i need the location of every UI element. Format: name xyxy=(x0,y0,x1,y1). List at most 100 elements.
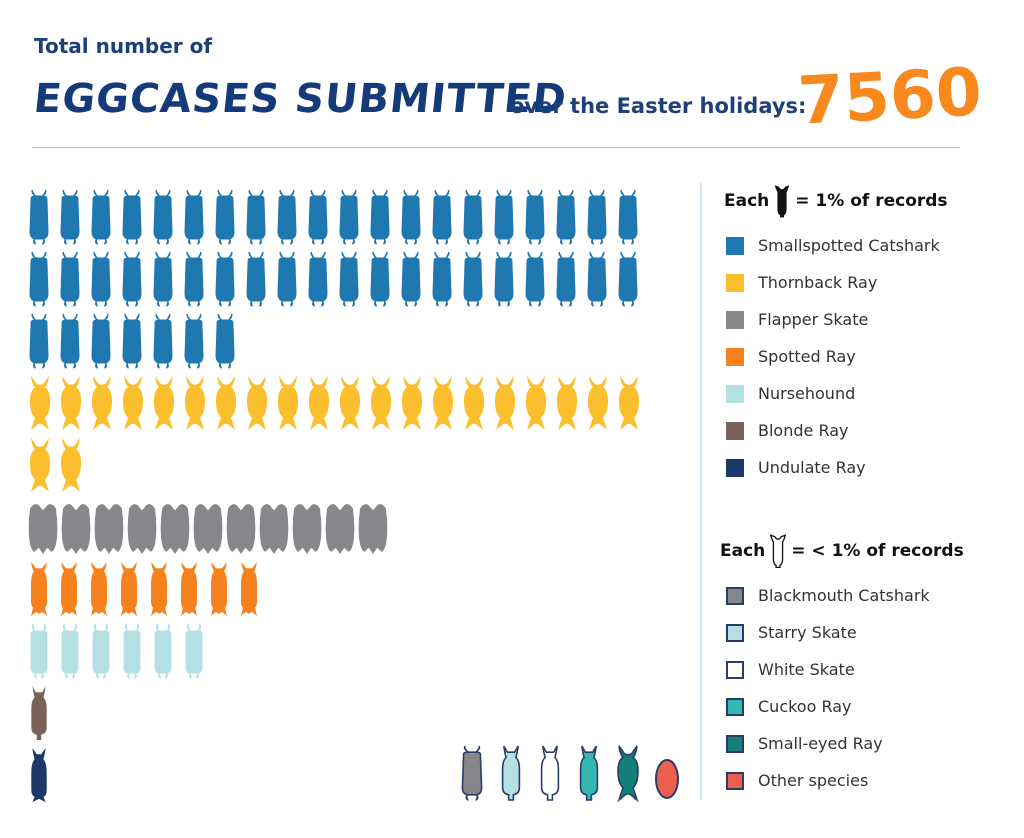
eggcase-icon xyxy=(123,314,141,368)
legend-major-list: Smallspotted Catshark Thornback Ray Flappe… xyxy=(726,227,940,486)
eggcase-icon xyxy=(123,252,141,306)
eggcase-icon xyxy=(247,376,267,430)
eggcase-icon xyxy=(371,252,389,306)
legend-minor-list: Blackmouth Catshark Starry Skate White Ska… xyxy=(726,577,930,799)
total-count: 7560 xyxy=(796,53,984,140)
eggcase-icon xyxy=(127,504,157,554)
eggcase-icon xyxy=(181,562,197,616)
legend-label: Starry Skate xyxy=(758,623,857,642)
eggcase-icon xyxy=(462,746,481,800)
eggcase-pictogram xyxy=(28,0,679,838)
eggcase-icon xyxy=(61,438,81,492)
legend-major-title-after: = 1% of records xyxy=(795,191,948,211)
eggcase-icon xyxy=(619,190,637,244)
eggcase-icon xyxy=(325,504,355,554)
eggcase-icon xyxy=(216,376,236,430)
eggcase-icon xyxy=(123,376,143,430)
eggcase-icon xyxy=(160,504,190,554)
legend-swatch xyxy=(726,347,744,366)
eggcase-icon xyxy=(402,376,422,430)
legend-label: Blackmouth Catshark xyxy=(758,586,930,605)
eggcase-icon xyxy=(94,504,124,554)
eggcase-icon xyxy=(495,376,515,430)
eggcase-icon xyxy=(247,252,265,306)
eggcase-icon xyxy=(193,504,223,554)
eggcase-icon xyxy=(31,624,46,678)
eggcase-icon xyxy=(402,190,420,244)
eggcase-icon xyxy=(30,190,48,244)
legend-minor-title-before: Each xyxy=(720,541,766,561)
legend-item: Blonde Ray xyxy=(726,412,940,449)
eggcase-icon xyxy=(216,190,234,244)
eggcase-icon xyxy=(185,314,203,368)
legend-swatch xyxy=(726,384,744,403)
eggcase-icon xyxy=(226,504,256,554)
eggcase-icon xyxy=(185,252,203,306)
eggcase-icon xyxy=(340,252,358,306)
header-title-row: EGGCASES SUBMITTED over the Easter holid… xyxy=(32,53,994,140)
legend-swatch xyxy=(726,458,744,477)
eggcase-icon xyxy=(655,759,679,799)
legend-label: Thornback Ray xyxy=(758,273,878,292)
eggcase-icon xyxy=(31,562,47,616)
eggcase-icon xyxy=(61,504,91,554)
eggcase-icon xyxy=(526,252,544,306)
header-subtitle: over the Easter holidays: xyxy=(510,94,807,118)
eggcase-icon xyxy=(278,252,296,306)
eggcase-icon xyxy=(241,562,257,616)
eggcase-icon xyxy=(358,504,388,554)
eggcase-icon xyxy=(619,252,637,306)
eggcase-icon xyxy=(309,252,327,306)
eggcase-icon xyxy=(31,686,47,740)
eggcase-icon xyxy=(185,190,203,244)
eggcase-icon xyxy=(61,190,79,244)
header-intro: Total number of xyxy=(34,34,213,58)
eggcase-icon xyxy=(581,746,598,800)
legend-minor-title: Each = < 1% of records xyxy=(720,534,964,568)
eggcase-icon xyxy=(588,252,606,306)
eggcase-icon xyxy=(433,190,451,244)
eggcase-icon xyxy=(30,314,48,368)
eggcase-icon xyxy=(30,252,48,306)
eggcase-icon xyxy=(371,190,389,244)
legend-item: White Skate xyxy=(726,651,930,688)
eggcase-icon xyxy=(92,190,110,244)
eggcase-icon xyxy=(588,190,606,244)
legend-swatch xyxy=(726,421,744,440)
eggcase-icon xyxy=(30,438,50,492)
eggcase-icon xyxy=(61,376,81,430)
legend-label: White Skate xyxy=(758,660,855,679)
legend-item: Nursehound xyxy=(726,375,940,412)
eggcase-icon xyxy=(371,376,391,430)
eggcase-icon xyxy=(211,562,227,616)
eggcase-icon xyxy=(542,746,559,800)
eggcase-icon xyxy=(588,376,608,430)
eggcase-icon xyxy=(92,252,110,306)
legend-label: Flapper Skate xyxy=(758,310,869,329)
eggcase-icon xyxy=(259,504,289,554)
eggcase-icon xyxy=(154,190,172,244)
eggcase-icon xyxy=(526,190,544,244)
eggcase-icon xyxy=(278,190,296,244)
eggcase-icon xyxy=(123,190,141,244)
eggcase-icon xyxy=(151,562,167,616)
legend-major-title: Each = 1% of records xyxy=(724,184,948,218)
eggcase-icon xyxy=(216,314,234,368)
legend-swatch xyxy=(726,660,744,679)
legend-swatch xyxy=(726,623,744,642)
eggcase-icon xyxy=(618,746,638,800)
legend-swatch xyxy=(726,697,744,716)
eggcase-icon xyxy=(557,190,575,244)
legend-divider xyxy=(700,183,702,800)
eggcase-icon xyxy=(402,252,420,306)
eggcase-icon xyxy=(28,504,58,554)
eggcase-icon xyxy=(155,624,170,678)
eggcase-icon xyxy=(185,376,205,430)
legend-minor-title-after: = < 1% of records xyxy=(791,541,964,561)
legend-label: Spotted Ray xyxy=(758,347,856,366)
legend-label: Smallspotted Catshark xyxy=(758,236,940,255)
eggcase-icon xyxy=(619,376,639,430)
eggcase-icon xyxy=(464,252,482,306)
legend-swatch xyxy=(726,236,744,255)
legend-label: Undulate Ray xyxy=(758,458,866,477)
